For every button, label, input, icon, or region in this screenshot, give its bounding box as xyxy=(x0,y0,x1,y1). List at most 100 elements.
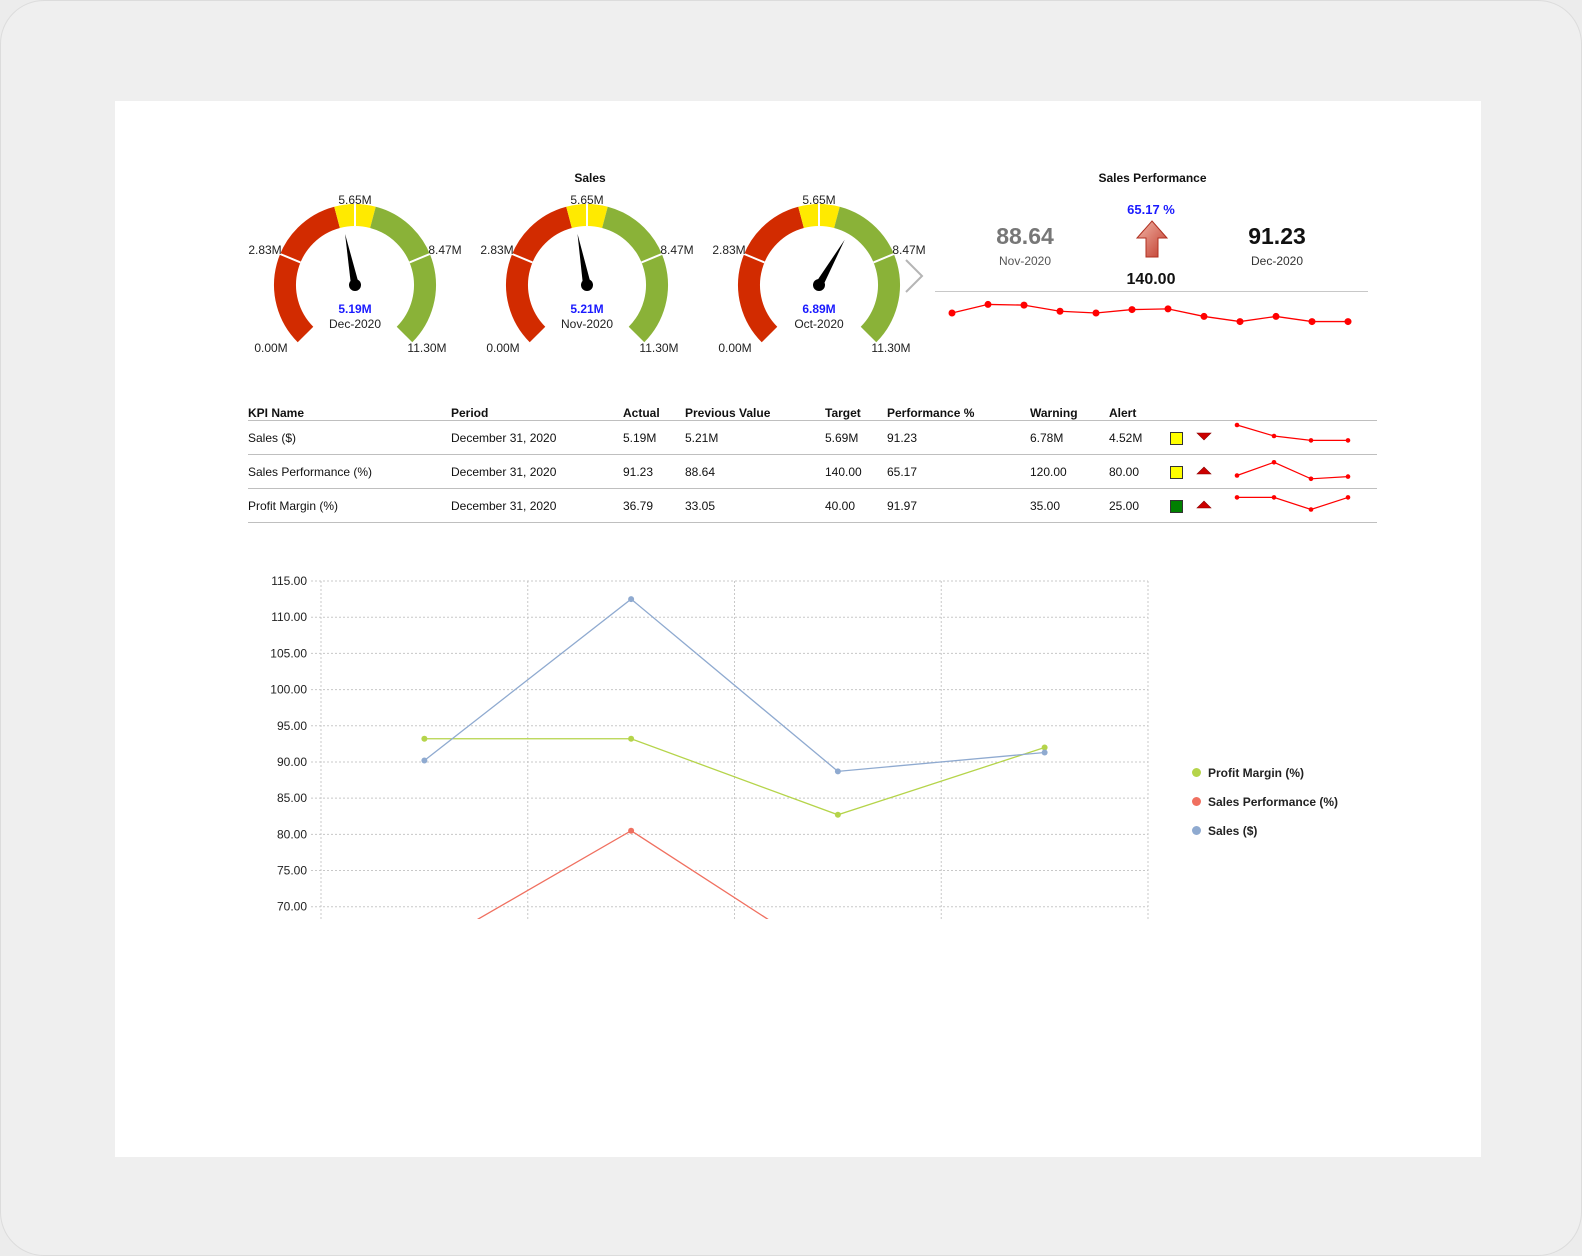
cell-alert: 80.00 xyxy=(1109,454,1170,489)
cell-performance: 91.23 xyxy=(887,420,1030,455)
gauge-tick xyxy=(409,253,431,264)
legend-marker xyxy=(1192,826,1201,835)
series-point xyxy=(421,735,428,742)
gauge-band xyxy=(369,206,436,343)
legend-label: Profit Margin (%) xyxy=(1208,765,1304,780)
cell-warning: 120.00 xyxy=(1030,454,1109,489)
cell-performance: 65.17 xyxy=(887,454,1030,489)
gauge-scale-label: 2.83M xyxy=(712,243,745,257)
line-chart: 115.00 110.00 105.00 100.00 95.00 90.00 85.00 8… xyxy=(270,574,1149,919)
trend-point xyxy=(1344,318,1352,326)
gauge-group: 0.00M2.83M5.65M8.47M11.30M5.19MDec-2020 … xyxy=(248,193,925,355)
sparkline-point xyxy=(1308,438,1314,443)
gauge-needle xyxy=(815,239,845,287)
gauge-needle-hub xyxy=(349,279,361,291)
series-point xyxy=(628,596,635,603)
current-period: Dec-2020 xyxy=(1250,254,1304,268)
header-previous-value[interactable]: Previous Value xyxy=(685,400,825,421)
cell-actual: 5.19M xyxy=(623,420,685,455)
row-sparkline xyxy=(1234,422,1351,443)
gauge-band xyxy=(506,206,573,343)
change-percent: 65.17 % xyxy=(1127,202,1175,217)
gauge-value: 6.89M xyxy=(802,302,835,316)
row-sparkline xyxy=(1234,460,1351,482)
trend-point xyxy=(1056,307,1064,315)
up-arrow-icon xyxy=(1196,500,1212,509)
trend-point xyxy=(1128,306,1136,314)
gauge-scale-label: 8.47M xyxy=(428,243,461,257)
trend-line xyxy=(951,303,1348,323)
series-line xyxy=(424,738,1045,816)
header-kpi-name[interactable]: KPI Name xyxy=(248,400,451,421)
y-tick-label: 115.00 xyxy=(271,574,307,588)
table-row[interactable]: Sales ($) December 31, 2020 5.19M 5.21M … xyxy=(248,420,1377,455)
header-actual[interactable]: Actual xyxy=(623,400,685,421)
gauges-title: Sales xyxy=(574,171,606,185)
y-tick-label: 90.00 xyxy=(277,755,307,769)
gauge-tick xyxy=(641,253,663,264)
legend-item-sales-performance[interactable]: Sales Performance (%) xyxy=(1192,787,1338,816)
series-point xyxy=(421,757,428,764)
cell-previous: 33.05 xyxy=(685,488,825,523)
series-point xyxy=(628,827,635,834)
series-point xyxy=(834,811,841,818)
gauge-scale-label: 0.00M xyxy=(254,341,287,355)
legend-item-profit-margin[interactable]: Profit Margin (%) xyxy=(1192,758,1338,787)
header-period[interactable]: Period xyxy=(451,400,623,421)
row-sparkline xyxy=(1234,495,1351,512)
gauge-scale-label: 0.00M xyxy=(486,341,519,355)
gauge-scale-label: 11.30M xyxy=(407,341,446,355)
cell-target: 140.00 xyxy=(825,454,887,489)
previous-value: 88.64 xyxy=(996,223,1054,249)
y-tick-label: 105.00 xyxy=(270,646,307,660)
cell-alert: 25.00 xyxy=(1109,488,1170,523)
trend-point xyxy=(1308,318,1316,326)
sparkline-point xyxy=(1345,438,1351,443)
next-chevron-icon[interactable] xyxy=(902,256,928,296)
dashboard-canvas: Sales 0.00M 2.83M 5.65M 8.47M 11.30M 5.19M Dec… xyxy=(115,101,1481,1157)
trend-point xyxy=(948,309,956,317)
trend-point xyxy=(1272,312,1280,320)
header-warning[interactable]: Warning xyxy=(1030,400,1109,421)
cell-warning: 35.00 xyxy=(1030,488,1109,523)
y-tick-label: 80.00 xyxy=(277,827,307,841)
table-header-row: KPI Name Period Actual Previous Value Ta… xyxy=(248,400,1377,421)
trend-point xyxy=(1092,309,1100,317)
series-line xyxy=(476,829,769,919)
series-point xyxy=(628,735,635,742)
gauge-band xyxy=(601,206,668,343)
header-target[interactable]: Target xyxy=(825,400,887,421)
header-performance[interactable]: Performance % xyxy=(887,400,1030,421)
sparkline-point xyxy=(1345,474,1351,479)
plot-area xyxy=(421,596,1048,919)
gauge-scale-label: 8.47M xyxy=(892,243,925,257)
y-tick-label: 75.00 xyxy=(277,864,307,878)
gauge-scale-label: 8.47M xyxy=(660,243,693,257)
series-point xyxy=(1041,744,1048,751)
up-arrow-icon xyxy=(1196,466,1212,475)
table-row[interactable]: Profit Margin (%) December 31, 2020 36.7… xyxy=(248,488,1377,523)
trend-direction-icon xyxy=(1196,466,1212,475)
trend-point xyxy=(1020,301,1028,309)
current-value: 91.23 xyxy=(1248,223,1306,249)
y-tick-label: 85.00 xyxy=(277,791,307,805)
legend-item-sales[interactable]: Sales ($) xyxy=(1192,816,1338,845)
gauge-scale-label: 0.00M xyxy=(718,341,751,355)
gauge-needle xyxy=(577,233,591,286)
trend-point xyxy=(1164,305,1172,313)
cell-performance: 91.97 xyxy=(887,488,1030,523)
cell-kpi-name: Sales ($) xyxy=(248,420,451,455)
header-alert[interactable]: Alert xyxy=(1109,400,1170,421)
sales-performance-trend xyxy=(948,300,1352,326)
y-tick-label: 110.00 xyxy=(271,610,307,624)
legend-label: Sales Performance (%) xyxy=(1208,794,1339,809)
cell-previous: 88.64 xyxy=(685,454,825,489)
gauge-scale-label: 2.83M xyxy=(480,243,513,257)
table-row[interactable]: Sales Performance (%) December 31, 2020 … xyxy=(248,454,1377,489)
legend-marker xyxy=(1192,797,1201,806)
sparkline-point xyxy=(1308,507,1314,512)
sparkline-point xyxy=(1234,473,1240,478)
gauge-scale-label: 5.65M xyxy=(338,193,371,207)
legend-marker xyxy=(1192,768,1201,777)
